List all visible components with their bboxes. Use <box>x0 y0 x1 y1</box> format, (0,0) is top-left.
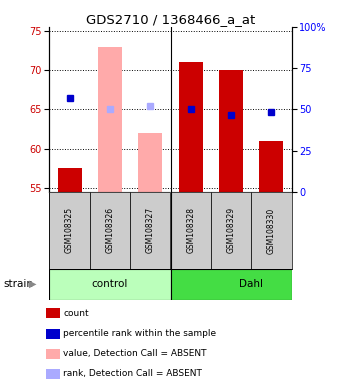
Text: control: control <box>92 279 128 289</box>
Bar <box>58 169 82 192</box>
Bar <box>138 133 162 192</box>
Bar <box>259 141 283 192</box>
Bar <box>170 192 211 269</box>
Bar <box>179 62 203 192</box>
Text: GSM108329: GSM108329 <box>226 207 236 253</box>
Text: GSM108328: GSM108328 <box>186 207 195 253</box>
Bar <box>211 192 251 269</box>
Bar <box>170 269 292 300</box>
Bar <box>90 192 130 269</box>
Text: rank, Detection Call = ABSENT: rank, Detection Call = ABSENT <box>63 369 202 378</box>
Bar <box>251 192 292 269</box>
Text: percentile rank within the sample: percentile rank within the sample <box>63 329 216 338</box>
Text: count: count <box>63 309 89 318</box>
Text: Dahl: Dahl <box>239 279 263 289</box>
Text: GSM108327: GSM108327 <box>146 207 155 253</box>
Bar <box>49 269 170 300</box>
Text: GSM108330: GSM108330 <box>267 207 276 253</box>
Title: GDS2710 / 1368466_a_at: GDS2710 / 1368466_a_at <box>86 13 255 26</box>
Bar <box>130 192 170 269</box>
Bar <box>219 70 243 192</box>
Bar <box>98 46 122 192</box>
Text: value, Detection Call = ABSENT: value, Detection Call = ABSENT <box>63 349 207 358</box>
Text: GSM108325: GSM108325 <box>65 207 74 253</box>
Text: ▶: ▶ <box>29 279 36 289</box>
Text: strain: strain <box>3 279 33 289</box>
Bar <box>49 192 90 269</box>
Text: GSM108326: GSM108326 <box>105 207 115 253</box>
